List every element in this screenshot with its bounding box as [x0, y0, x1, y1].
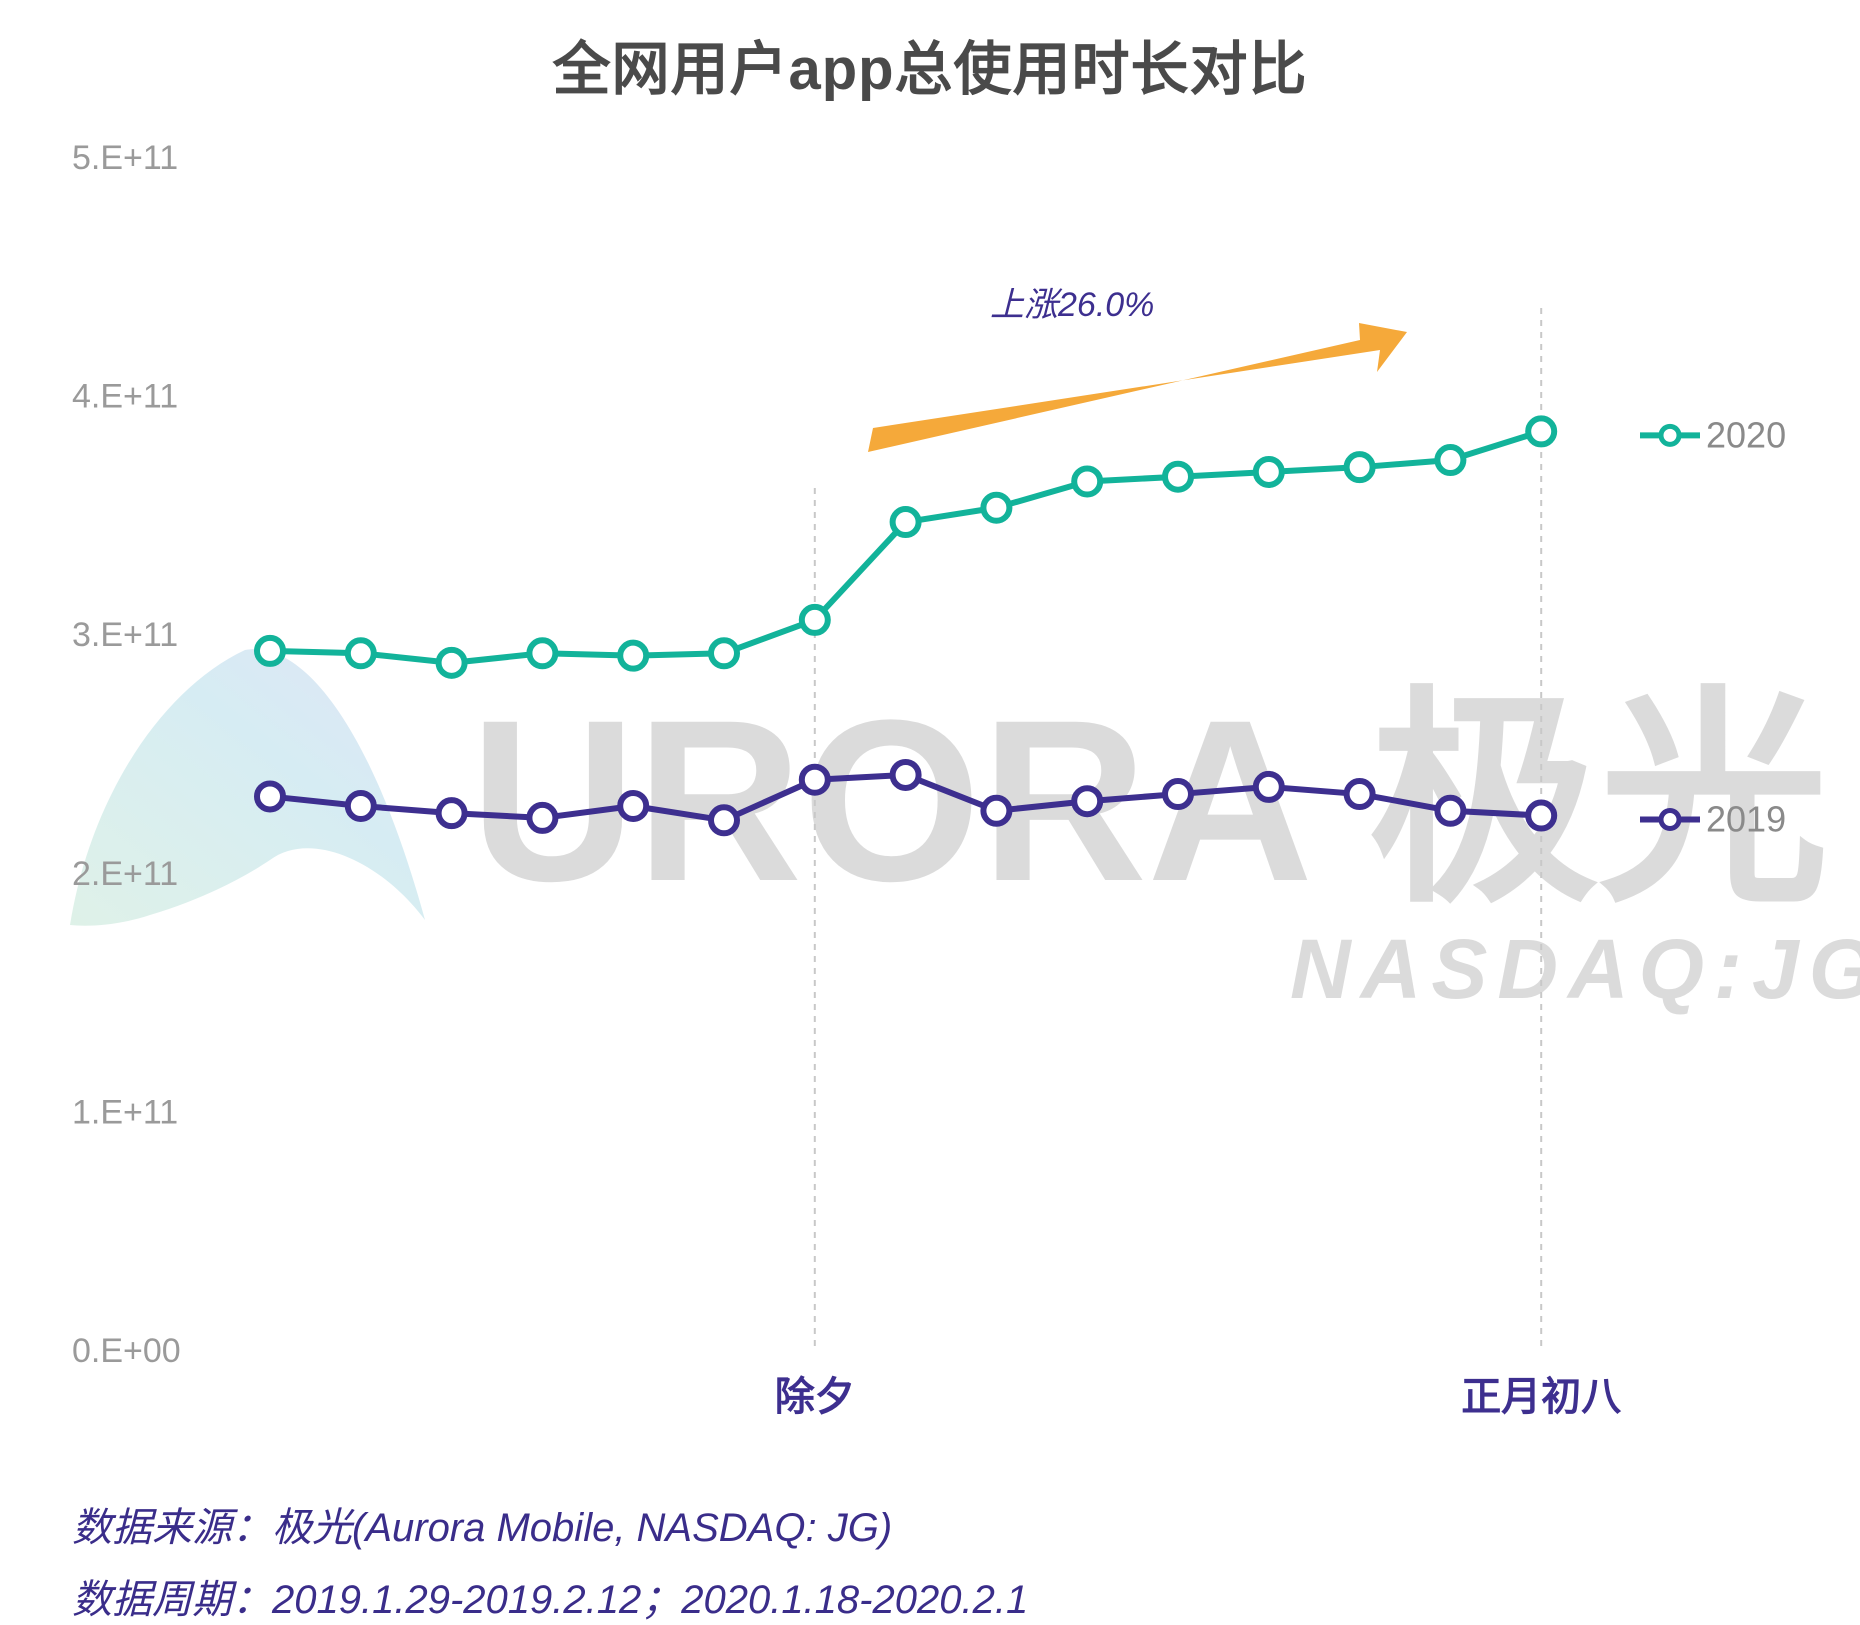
data-source-note: 数据来源：极光(Aurora Mobile, NASDAQ: JG) [72, 1506, 893, 1550]
data-point [1434, 794, 1467, 827]
x-tick-label: 正月初八 [1461, 1375, 1622, 1419]
data-point [1525, 799, 1558, 832]
series [254, 415, 1558, 837]
data-point [526, 637, 559, 670]
watermark: URORA 极光 NASDAQ:JG [70, 649, 1860, 1016]
data-point [1525, 415, 1558, 448]
data-period-note: 数据周期：2019.1.29-2019.2.12；2020.1.18-2020.… [72, 1578, 1029, 1622]
y-axis: 0.E+00 1.E+11 2.E+11 3.E+11 4.E+11 5.E+11 [72, 139, 181, 1370]
watermark-brand: URORA 极光 [470, 672, 1829, 929]
data-point [1343, 778, 1376, 811]
annotation-label: 上涨26.0% [990, 286, 1154, 324]
watermark-logo-shape [70, 649, 425, 926]
growth-arrow [868, 323, 1407, 452]
data-point [708, 637, 740, 670]
legend: 2020 2019 [1640, 414, 1786, 840]
y-tick-label: 4.E+11 [72, 378, 178, 416]
data-point [1252, 455, 1285, 488]
data-point [526, 801, 559, 834]
data-point [617, 639, 650, 672]
data-point [798, 603, 831, 636]
data-point [980, 491, 1013, 524]
annotation: 上涨26.0% [868, 286, 1407, 452]
series-2020 [254, 415, 1558, 679]
data-point [435, 797, 468, 830]
y-tick-label: 2.E+11 [72, 855, 178, 893]
y-tick-label: 1.E+11 [72, 1093, 178, 1131]
chart-title: 全网用户app总使用时长对比 [552, 37, 1308, 102]
series-2019 [254, 758, 1558, 837]
data-point [344, 637, 377, 670]
data-point [254, 780, 286, 813]
data-point [889, 758, 922, 791]
legend-swatch-marker [1658, 423, 1682, 447]
data-point [1162, 778, 1194, 811]
data-point [1162, 460, 1194, 493]
data-point [798, 763, 831, 796]
data-point [254, 634, 286, 667]
legend-item: 2020 [1640, 414, 1786, 455]
data-point [344, 789, 377, 822]
data-point [1071, 465, 1104, 498]
data-point [889, 506, 922, 539]
data-point [1071, 785, 1104, 818]
data-point [1252, 770, 1285, 803]
x-axis: 除夕 正月初八 [775, 1375, 1622, 1419]
watermark-ticker: NASDAQ:JG [1290, 922, 1860, 1016]
data-point [708, 804, 740, 837]
y-tick-label: 0.E+00 [72, 1332, 181, 1370]
data-point [435, 646, 468, 679]
x-tick-label: 除夕 [775, 1375, 855, 1419]
data-point [980, 794, 1013, 827]
data-point [617, 789, 650, 822]
data-point [1434, 444, 1467, 477]
data-point [1343, 451, 1376, 484]
legend-item: 2019 [1640, 799, 1786, 840]
legend-swatch-marker [1658, 808, 1682, 832]
y-tick-label: 5.E+11 [72, 139, 178, 177]
legend-label: 2020 [1706, 414, 1786, 455]
y-tick-label: 3.E+11 [72, 616, 178, 654]
legend-label: 2019 [1706, 799, 1786, 840]
